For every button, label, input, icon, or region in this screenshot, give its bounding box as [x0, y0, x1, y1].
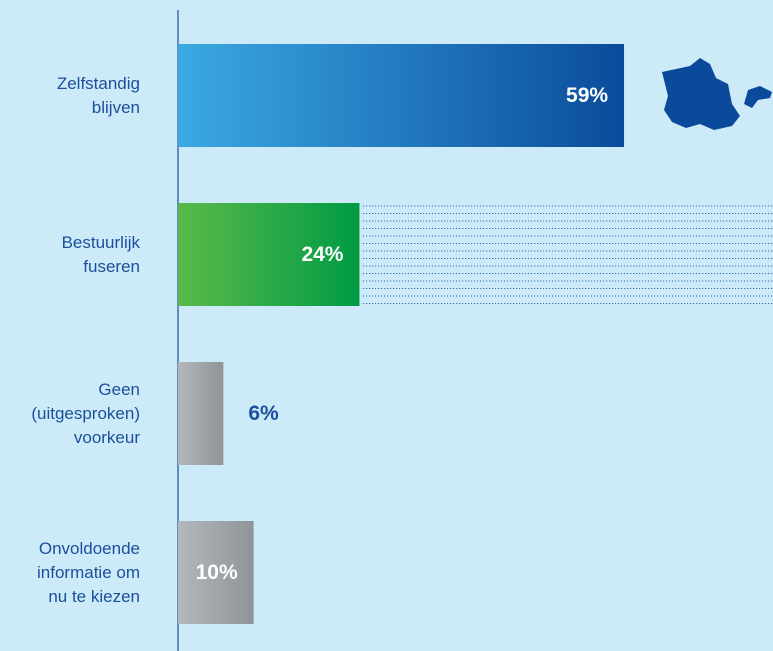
- bar: [178, 521, 254, 624]
- map-icon: [662, 58, 772, 130]
- bar: [178, 44, 625, 147]
- bar: [178, 203, 360, 306]
- value-label: 24%: [301, 242, 344, 266]
- category-label: Zelfstandig blijven: [56, 73, 140, 117]
- value-label: 59%: [566, 83, 609, 107]
- category-label: Geen (uitgesproken) voorkeur: [31, 379, 140, 447]
- value-label: 10%: [195, 560, 238, 584]
- dotted-decoration: [361, 203, 773, 306]
- category-label: Bestuurlijk fuseren: [61, 232, 140, 276]
- category-label: Onvoldoende informatie om nu te kiezen: [37, 538, 140, 606]
- value-label: 6%: [248, 401, 279, 425]
- bar: [178, 362, 224, 465]
